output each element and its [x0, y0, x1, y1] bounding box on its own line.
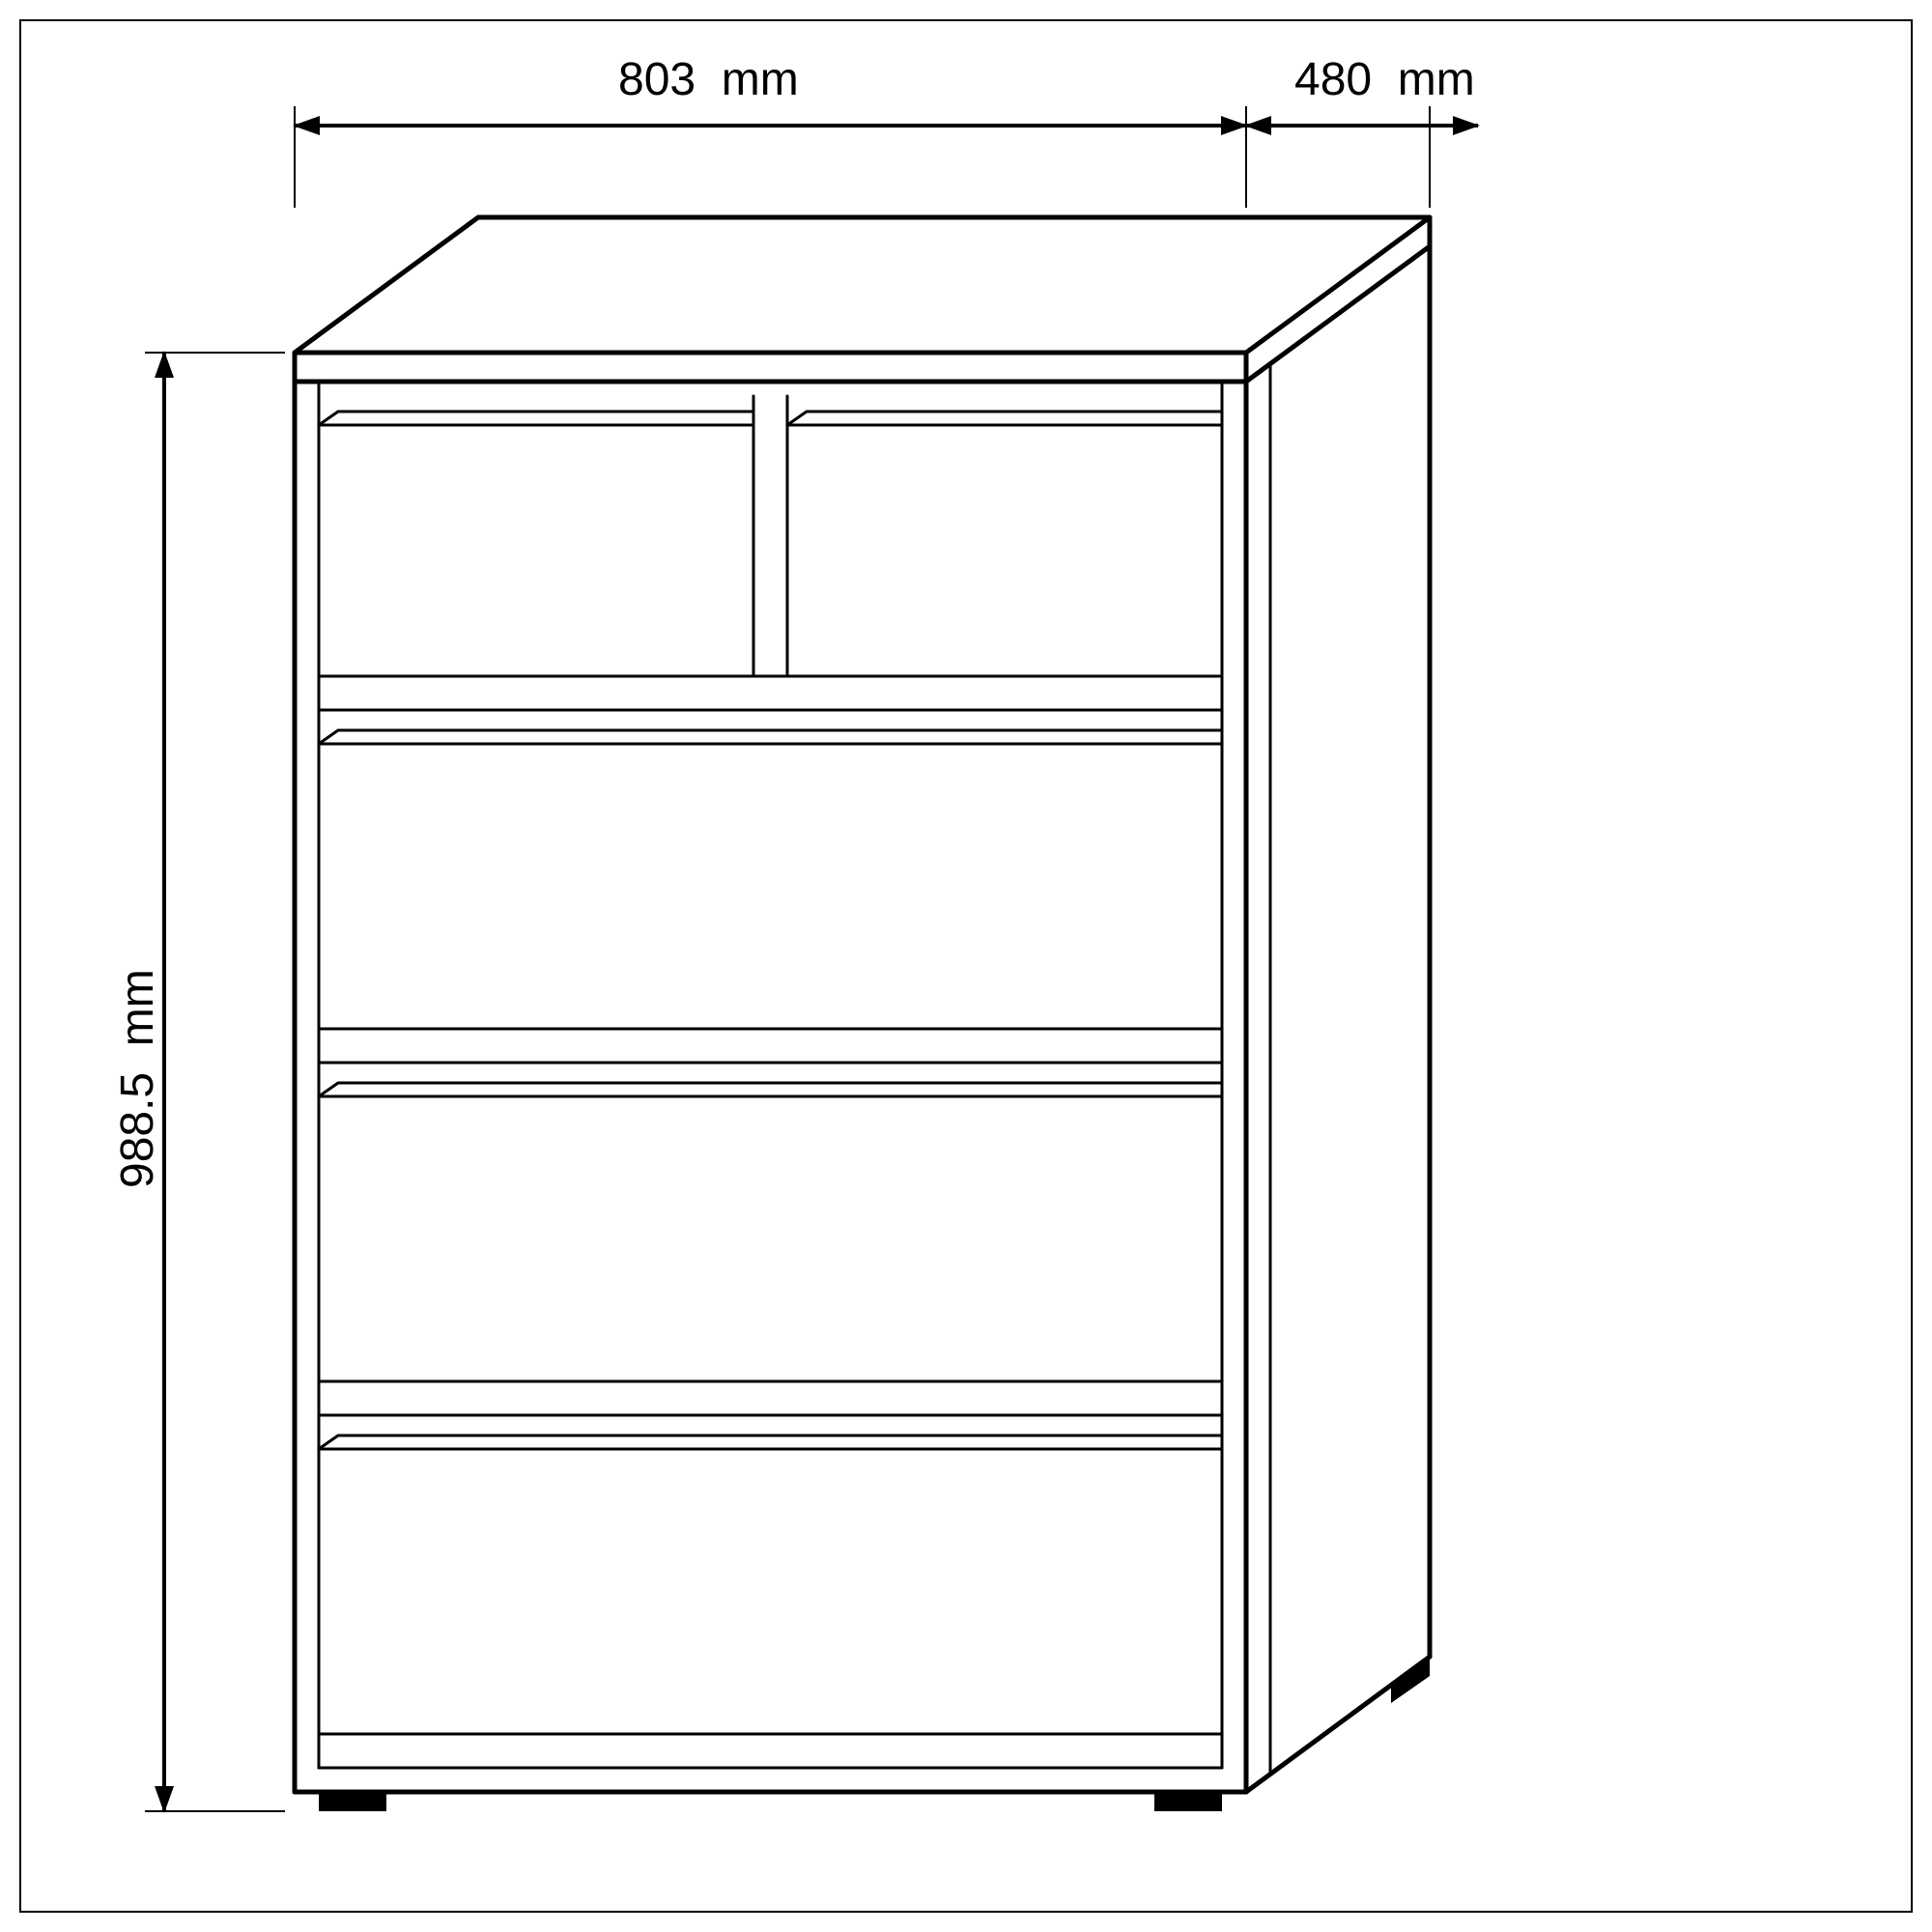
dimension-width-label: 803 mm — [618, 53, 799, 106]
dimension-width-value: 803 — [618, 54, 696, 105]
dimension-height-value: 988.5 — [112, 1072, 163, 1188]
dimension-width — [295, 106, 1246, 208]
dresser-body — [295, 217, 1430, 1811]
drawer-row-1 — [319, 730, 1222, 1063]
dimension-height-unit: mm — [112, 969, 163, 1046]
drawer-row-3 — [319, 1435, 1222, 1734]
dimension-depth-unit: mm — [1398, 54, 1475, 105]
dimension-depth — [1246, 106, 1478, 208]
drawer-row-0 — [319, 396, 1222, 710]
dimension-height — [145, 353, 285, 1811]
dimension-width-unit: mm — [722, 54, 799, 105]
dimension-depth-value: 480 — [1294, 54, 1372, 105]
dresser-line-drawing — [0, 0, 1932, 1932]
dimension-height-label: 988.5 mm — [111, 969, 164, 1188]
drawer-row-2 — [319, 1083, 1222, 1415]
dimension-depth-label: 480 mm — [1294, 53, 1475, 106]
